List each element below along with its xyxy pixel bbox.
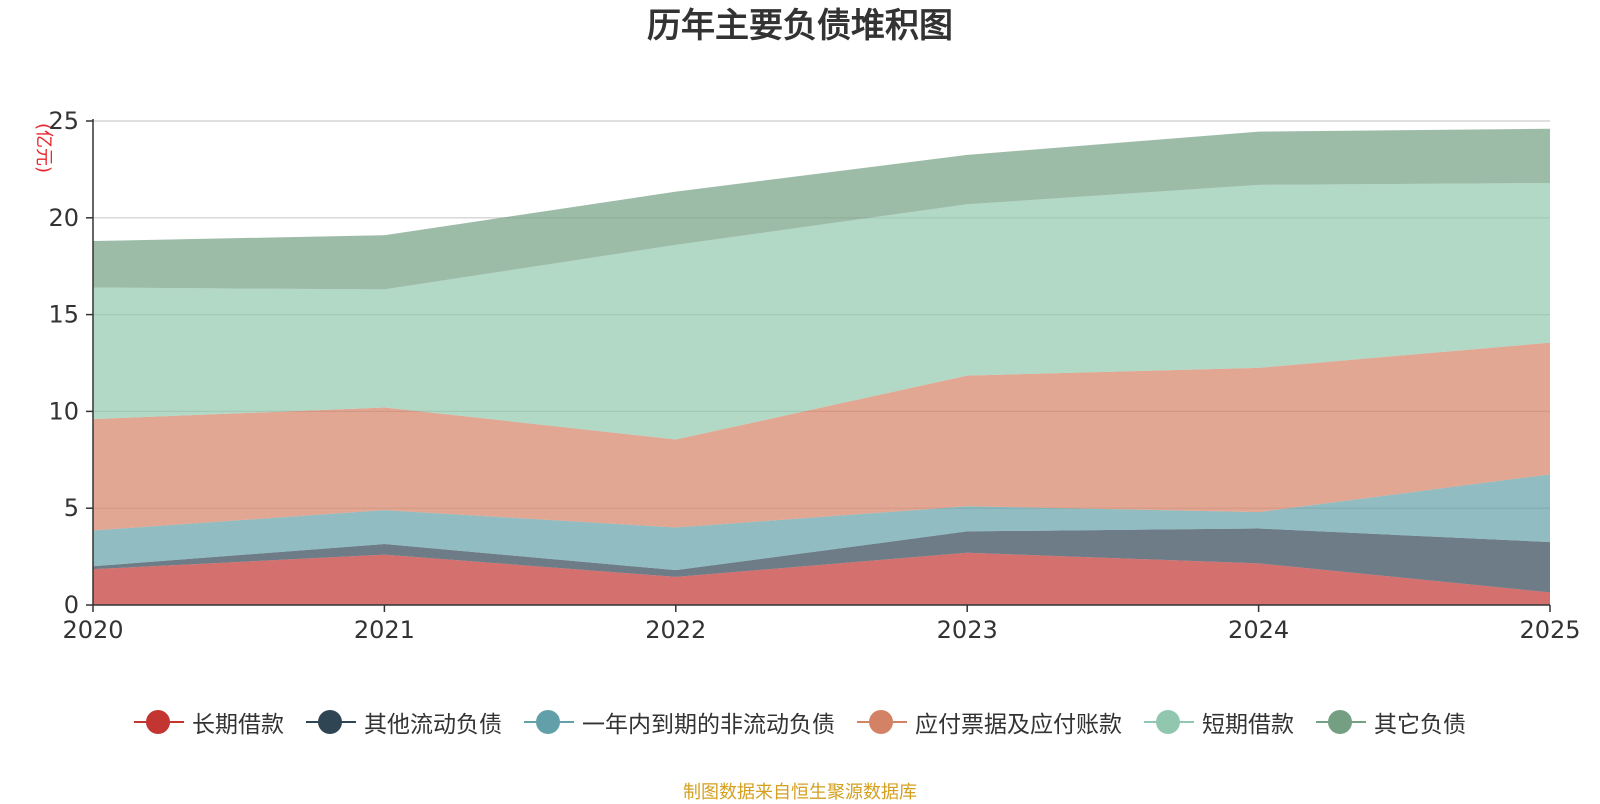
legend-label: 一年内到期的非流动负债 — [582, 712, 835, 738]
legend-marker-icon — [1316, 707, 1366, 737]
legend-item-1[interactable]: 其他流动负债 — [306, 705, 502, 739]
legend-marker-icon — [134, 707, 184, 737]
legend-item-5[interactable]: 其它负债 — [1316, 705, 1466, 739]
legend-item-0[interactable]: 长期借款 — [134, 705, 284, 739]
chart-title: 历年主要负债堆积图 — [647, 6, 953, 46]
area-series-3[interactable] — [93, 342, 1550, 531]
area-series-5[interactable] — [93, 128, 1550, 290]
legend: 长期借款 其他流动负债 一年内到期的非流动负债 应付票据及应付账款 短期借款 其它负债 — [0, 702, 1600, 742]
x-tick-label-5: 2025 — [1519, 616, 1580, 644]
legend-label: 短期借款 — [1202, 712, 1294, 738]
legend-marker-icon — [306, 707, 356, 737]
legend-marker-icon — [857, 707, 907, 737]
y-tick-label-0: 0 — [64, 591, 79, 619]
legend-label: 其他流动负债 — [364, 712, 502, 738]
y-tick-label-3: 15 — [48, 301, 79, 329]
y-tick-label-1: 5 — [64, 494, 79, 522]
x-tick-label-4: 2024 — [1228, 616, 1289, 644]
y-tick-label-5: 25 — [48, 107, 79, 135]
area-series-2[interactable] — [93, 474, 1550, 571]
legend-item-4[interactable]: 短期借款 — [1144, 705, 1294, 739]
legend-item-2[interactable]: 一年内到期的非流动负债 — [524, 705, 835, 739]
x-tick-label-0: 2020 — [62, 616, 123, 644]
y-tick-label-2: 10 — [48, 397, 79, 425]
area-series-4[interactable] — [93, 182, 1550, 440]
area-series — [93, 128, 1550, 605]
source-note: 制图数据来自恒生聚源数据库 — [683, 782, 917, 803]
legend-marker-icon — [524, 707, 574, 737]
x-tick-label-2: 2022 — [645, 616, 706, 644]
area-series-1[interactable] — [93, 528, 1550, 593]
x-tick-label-3: 2023 — [937, 616, 998, 644]
legend-label: 长期借款 — [192, 712, 284, 738]
y-axis-unit-label: (亿元) — [33, 123, 54, 173]
legend-marker-icon — [1144, 707, 1194, 737]
x-tick-label-1: 2021 — [354, 616, 415, 644]
legend-item-3[interactable]: 应付票据及应付账款 — [857, 705, 1122, 739]
area-series-0[interactable] — [93, 552, 1550, 605]
legend-label: 其它负债 — [1374, 712, 1466, 738]
y-tick-label-4: 20 — [48, 204, 79, 232]
legend-label: 应付票据及应付账款 — [915, 712, 1122, 738]
